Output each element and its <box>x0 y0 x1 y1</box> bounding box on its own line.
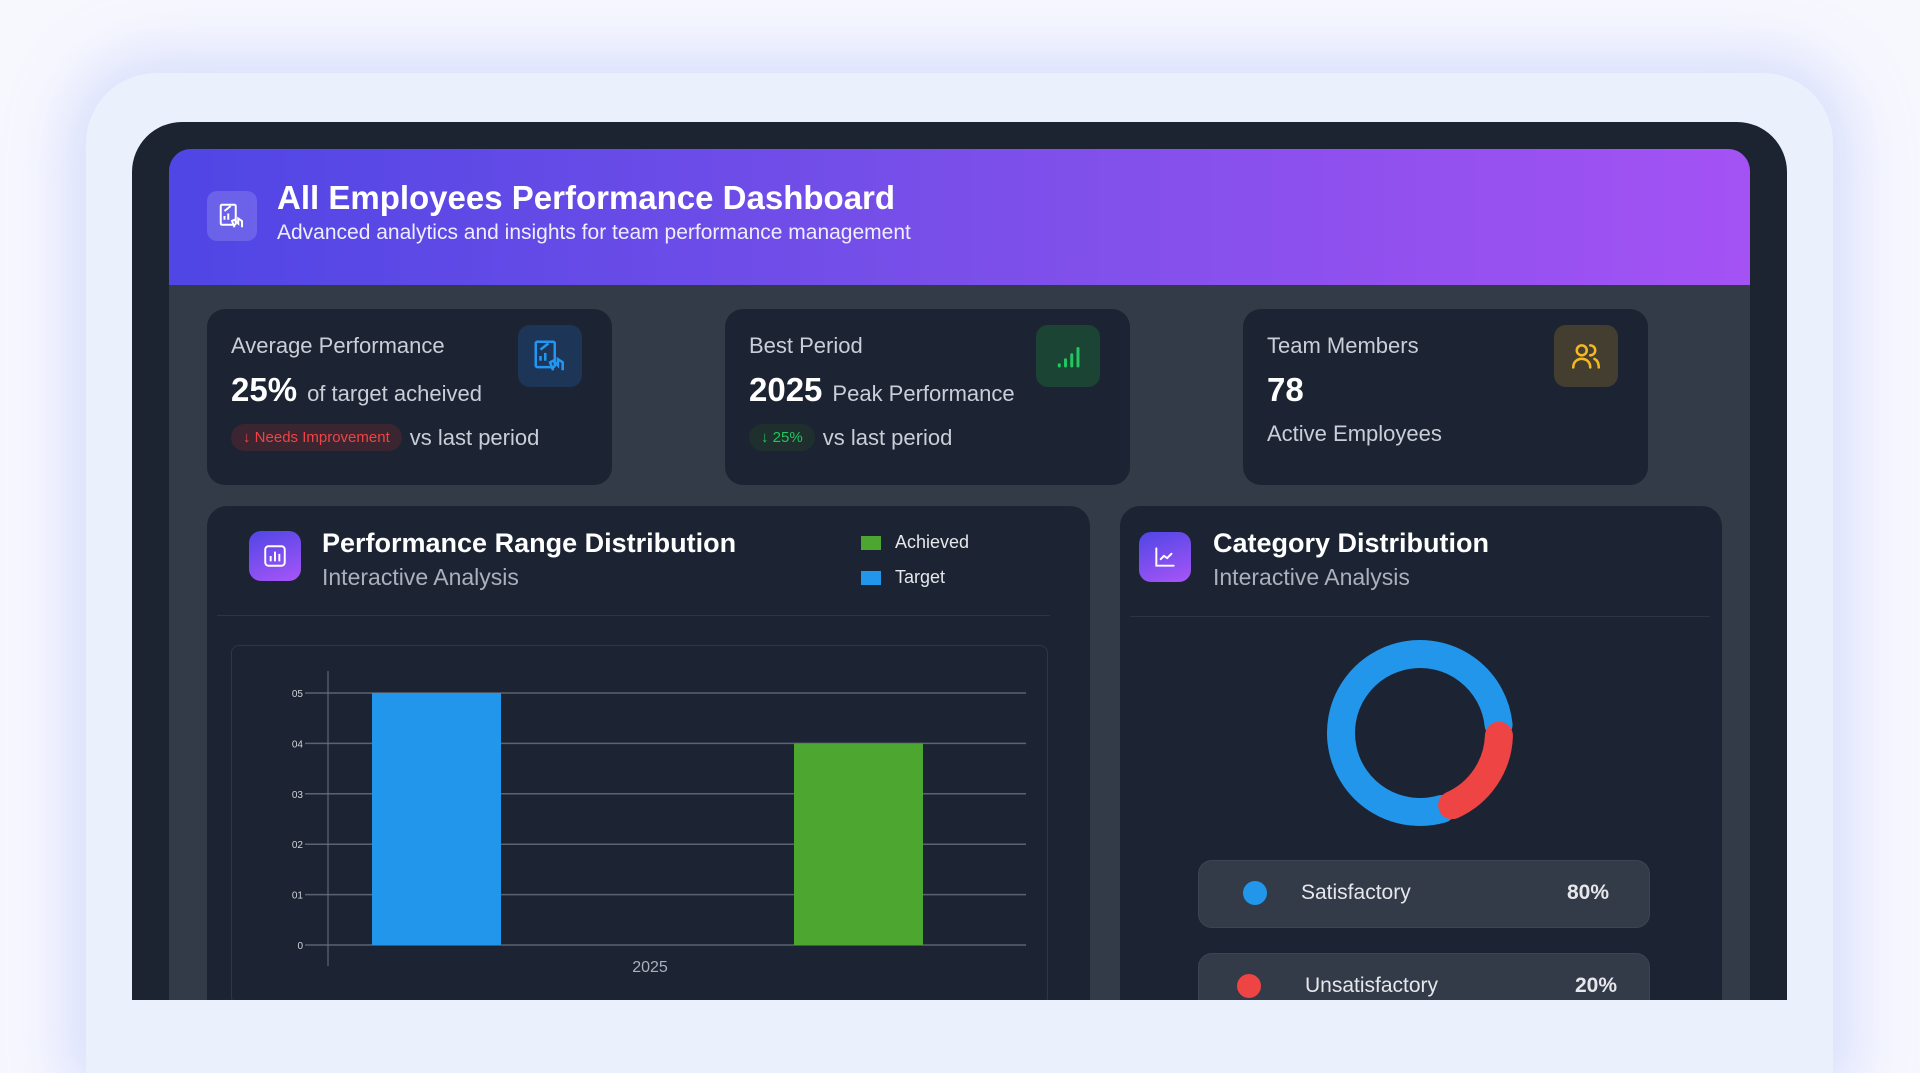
bar-achieved <box>794 743 923 945</box>
arrow-down-icon: ↓ <box>243 429 255 446</box>
arrow-down-icon: ↓ <box>761 429 773 446</box>
y-tick-label: 01 <box>292 891 304 902</box>
y-tick-label: 0 <box>297 941 303 952</box>
users-icon <box>1554 325 1618 387</box>
stat-caption: of target acheived <box>307 381 482 406</box>
donut-slice-satisfactory <box>1327 640 1513 826</box>
bar-target <box>372 693 501 945</box>
stat-value: 2025 Peak Performance <box>749 371 1015 408</box>
legend-item-target[interactable]: Target <box>861 567 945 588</box>
legend-dot <box>1237 974 1261 998</box>
dashboard: All Employees Performance Dashboard Adva… <box>169 149 1750 1000</box>
panel-title: Category Distribution <box>1213 528 1490 558</box>
y-tick-label: 02 <box>292 840 304 851</box>
performance-range-panel: Performance Range Distribution Interacti… <box>207 506 1090 1000</box>
signal-bars-icon <box>1036 325 1100 387</box>
stat-card-team-members: Team Members 78 Active Employees <box>1243 309 1648 485</box>
divider <box>217 615 1050 616</box>
legend-value: 20% <box>1574 974 1617 997</box>
stat-card-average-performance: Average Performance 25% of target acheive… <box>207 309 612 485</box>
dashboard-header: All Employees Performance Dashboard Adva… <box>169 149 1750 285</box>
comparison-text: vs last period <box>409 424 540 450</box>
divider <box>1130 616 1710 617</box>
stat-label: Average Performance <box>231 333 445 358</box>
status-badge: ↓ 25% <box>749 424 815 451</box>
donut-slice-unsatisfactory <box>1438 721 1513 820</box>
line-chart-icon <box>1139 532 1191 582</box>
stat-label: Team Members <box>1267 333 1419 358</box>
stat-card-best-period: Best Period 2025 Peak Performance ↓ 25% v… <box>725 309 1130 485</box>
panel-subtitle: Interactive Analysis <box>322 564 519 590</box>
device-screen: All Employees Performance Dashboard Adva… <box>132 122 1787 1000</box>
page-title: All Employees Performance Dashboard <box>277 179 896 216</box>
bar-chart: 0 01 02 03 04 05 2025 <box>231 645 1048 1000</box>
bar-chart-icon <box>249 531 301 581</box>
legend-swatch <box>861 570 881 585</box>
panel-title: Performance Range Distribution <box>322 528 737 558</box>
legend-row-satisfactory[interactable]: Satisfactory 80% <box>1198 860 1650 928</box>
legend-dot <box>1243 881 1267 905</box>
donut-chart <box>1327 640 1513 826</box>
stat-value: 78 <box>1267 371 1304 408</box>
page-subtitle: Advanced analytics and insights for team… <box>277 221 911 244</box>
stat-label: Best Period <box>749 333 863 358</box>
y-tick-label: 04 <box>292 739 304 750</box>
status-badge: ↓ Needs Improvement <box>231 424 402 451</box>
presentation-chart-icon <box>207 191 257 241</box>
presentation-chart-icon <box>518 325 582 387</box>
legend-value: 80% <box>1566 881 1609 904</box>
y-tick-label: 03 <box>292 790 304 801</box>
category-distribution-panel: Category Distribution Interactive Analys… <box>1120 506 1722 1000</box>
bar-chart-svg: 0 01 02 03 04 05 2025 <box>292 671 1026 976</box>
comparison-text: vs last period <box>822 424 953 450</box>
panel-subtitle: Interactive Analysis <box>1213 564 1410 590</box>
x-tick-label: 2025 <box>632 959 668 976</box>
legend-row-unsatisfactory[interactable]: Unsatisfactory 20% <box>1198 953 1650 1000</box>
stat-caption: Peak Performance <box>832 381 1015 406</box>
y-tick-label: 05 <box>292 689 304 700</box>
stat-value: 25% of target acheived <box>231 371 482 408</box>
legend-item-achieved[interactable]: Achieved <box>861 532 969 553</box>
legend-label: Satisfactory <box>1301 881 1411 904</box>
legend-swatch <box>861 535 881 550</box>
stat-caption: Active Employees <box>1267 421 1442 446</box>
legend-label: Unsatisfactory <box>1305 974 1439 997</box>
